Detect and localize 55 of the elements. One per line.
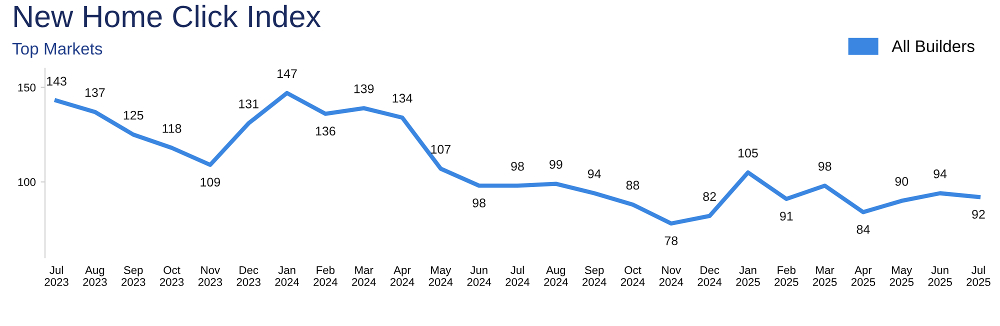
chart-title: New Home Click Index (14, 4, 321, 28)
x-tick-label: Jun 2024 (467, 266, 492, 286)
x-tick-label: Apr 2025 (851, 266, 876, 286)
x-tick-label: Nov 2024 (659, 266, 684, 286)
data-label: 105 (738, 148, 758, 158)
x-tick-label: Sep 2023 (122, 266, 146, 286)
x-tick-label: Oct 2024 (620, 266, 645, 286)
x-tick-label: Jul 2024 (506, 266, 530, 286)
x-tick-label: Jun 2025 (928, 266, 952, 286)
y-tick-label: 150 (18, 84, 36, 92)
data-label: 82 (703, 192, 716, 201)
data-label: 92 (972, 210, 985, 219)
x-tick-label: Sep 2024 (582, 266, 606, 286)
data-label: 125 (124, 110, 144, 120)
x-tick-label: Jan 2024 (275, 266, 300, 286)
data-label: 88 (626, 180, 640, 190)
data-label: 94 (588, 169, 601, 178)
y-tick-label: 100 (18, 178, 36, 186)
x-tick-label: Oct 2023 (160, 266, 184, 286)
x-tick-label: Dec 2023 (236, 266, 260, 286)
x-tick-label: May 2025 (890, 266, 914, 286)
x-tick-label: May 2024 (428, 266, 453, 286)
data-label: 99 (550, 160, 562, 169)
data-label: 118 (162, 124, 182, 133)
data-label: 131 (239, 99, 258, 108)
data-label: 90 (895, 176, 908, 186)
data-label: 107 (431, 144, 450, 154)
data-label: 98 (818, 162, 832, 171)
x-tick-label: Mar 2024 (352, 266, 376, 286)
data-label: 134 (392, 94, 412, 103)
data-label: 143 (47, 76, 66, 86)
data-label: 137 (85, 88, 105, 97)
x-tick-label: Dec 2024 (698, 266, 722, 286)
data-label: 94 (934, 169, 947, 178)
data-label: 147 (278, 69, 297, 78)
x-tick-label: Jan 2025 (736, 266, 760, 286)
x-tick-label: Apr 2024 (390, 266, 414, 286)
x-tick-label: Aug 2023 (83, 266, 107, 286)
data-label: 91 (780, 212, 793, 221)
x-tick-label: Jul 2023 (44, 266, 68, 286)
data-label: 109 (200, 178, 220, 187)
x-tick-label: Nov 2023 (198, 266, 222, 286)
data-label: 84 (856, 224, 870, 234)
x-tick-label: Mar 2025 (813, 266, 837, 286)
x-tick-label: Feb 2024 (314, 266, 338, 286)
data-label: 139 (354, 84, 374, 94)
chart-subtitle: Top Markets (12, 42, 102, 58)
x-tick-label: Feb 2025 (774, 266, 798, 286)
legend-label: All Builders (892, 40, 974, 52)
data-label: 136 (316, 126, 336, 136)
data-label: 98 (511, 162, 524, 171)
data-label: 78 (664, 236, 678, 246)
x-tick-label: Jul 2025 (966, 266, 990, 286)
x-tick-label: Aug 2024 (544, 266, 568, 286)
data-label: 98 (472, 198, 486, 208)
